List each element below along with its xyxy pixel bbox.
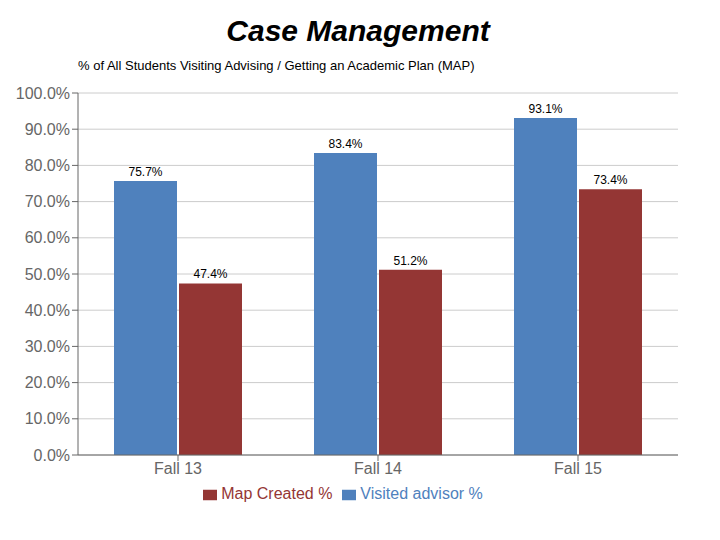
html-text:Visited advisor %: Visited advisor %: [360, 485, 483, 502]
svg-text:73.4%: 73.4%: [593, 173, 627, 187]
svg-text:40.0%: 40.0%: [25, 302, 70, 319]
svg-text:47.4%: 47.4%: [193, 267, 227, 281]
svg-text:93.1%: 93.1%: [528, 102, 562, 116]
svg-text:100.0%: 100.0%: [16, 85, 70, 102]
html-text:% of All Students Visiting Adv: % of All Students Visiting Advising / Ge…: [78, 58, 475, 73]
svg-text:50.0%: 50.0%: [25, 266, 70, 283]
svg-text:20.0%: 20.0%: [25, 374, 70, 391]
html-text:Case Management: Case Management: [226, 14, 490, 47]
svg-text:30.0%: 30.0%: [25, 338, 70, 355]
html-text:Map Created %: Map Created %: [221, 485, 333, 502]
svg-text:Fall 13: Fall 13: [154, 460, 202, 477]
svg-text:90.0%: 90.0%: [25, 121, 70, 138]
svg-text:10.0%: 10.0%: [25, 410, 70, 427]
svg-text:75.7%: 75.7%: [128, 165, 162, 179]
svg-text:0.0%: 0.0%: [34, 447, 70, 464]
svg-text:51.2%: 51.2%: [393, 254, 427, 268]
svg-text:80.0%: 80.0%: [25, 157, 70, 174]
svg-text:60.0%: 60.0%: [25, 229, 70, 246]
svg-text:Fall 15: Fall 15: [554, 460, 602, 477]
svg-text:83.4%: 83.4%: [328, 137, 362, 151]
svg-text:70.0%: 70.0%: [25, 193, 70, 210]
svg-text:Fall 14: Fall 14: [354, 460, 402, 477]
